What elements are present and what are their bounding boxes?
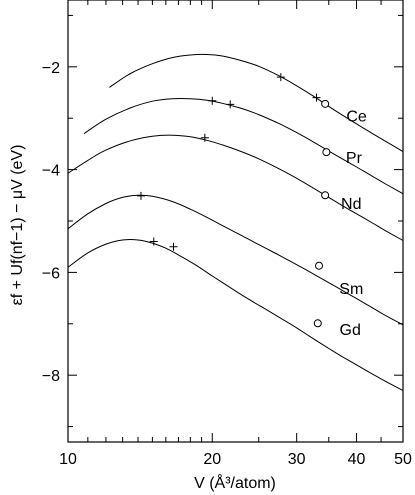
series-line-pr [83, 97, 404, 195]
x-tick-label: 10 [59, 451, 77, 468]
plus-marker-ce [276, 73, 285, 82]
series-line-sm [67, 194, 404, 326]
x-tick-label: 30 [288, 451, 306, 468]
series-line-nd [67, 134, 404, 241]
plus-marker-sm [136, 191, 145, 200]
y-tick-label: −4 [42, 163, 60, 180]
x-axis-title-text: V (Å³/atom) [194, 473, 276, 492]
y-axis-title: εf + Uf(nf−1) − μV (eV) [9, 145, 26, 306]
plus-marker-nd [200, 133, 209, 142]
series-label-gd: Gd [340, 322, 361, 339]
series-label-nd: Nd [341, 196, 361, 213]
plot-frame [67, 0, 404, 443]
series-label-sm: Sm [339, 281, 363, 298]
series-line-gd [67, 239, 404, 392]
y-axis-title-text: εf + Uf(nf−1) − μV (eV) [9, 145, 26, 306]
x-tick-label: 40 [348, 451, 366, 468]
circle-marker-pr [322, 148, 331, 157]
x-tick-label: 20 [203, 451, 221, 468]
circle-marker-ce [321, 99, 330, 108]
series-label-ce: Ce [346, 109, 367, 126]
plus-marker-ce [312, 93, 321, 102]
y-tick-label: −8 [42, 368, 60, 385]
circle-marker-nd [321, 191, 330, 200]
axis-ticks: 10 20 30 40 50 −2 −4 −6 −8 [42, 0, 412, 468]
plus-marker-gd [169, 242, 178, 251]
circle-marker-sm [315, 261, 324, 270]
y-tick-label: −6 [42, 265, 60, 282]
plus-marker-gd [149, 237, 158, 246]
plus-marker-pr [226, 100, 235, 109]
x-axis-title: V (Å³/atom) [194, 473, 276, 492]
series-group: Ce Pr Nd Sm Gd [67, 53, 404, 392]
y-tick-label: −2 [42, 60, 60, 77]
plus-marker-pr [208, 96, 217, 105]
x-tick-label: 50 [394, 451, 412, 468]
series-label-pr: Pr [346, 150, 363, 167]
circle-marker-gd [313, 319, 322, 328]
series-line-ce [109, 53, 404, 153]
